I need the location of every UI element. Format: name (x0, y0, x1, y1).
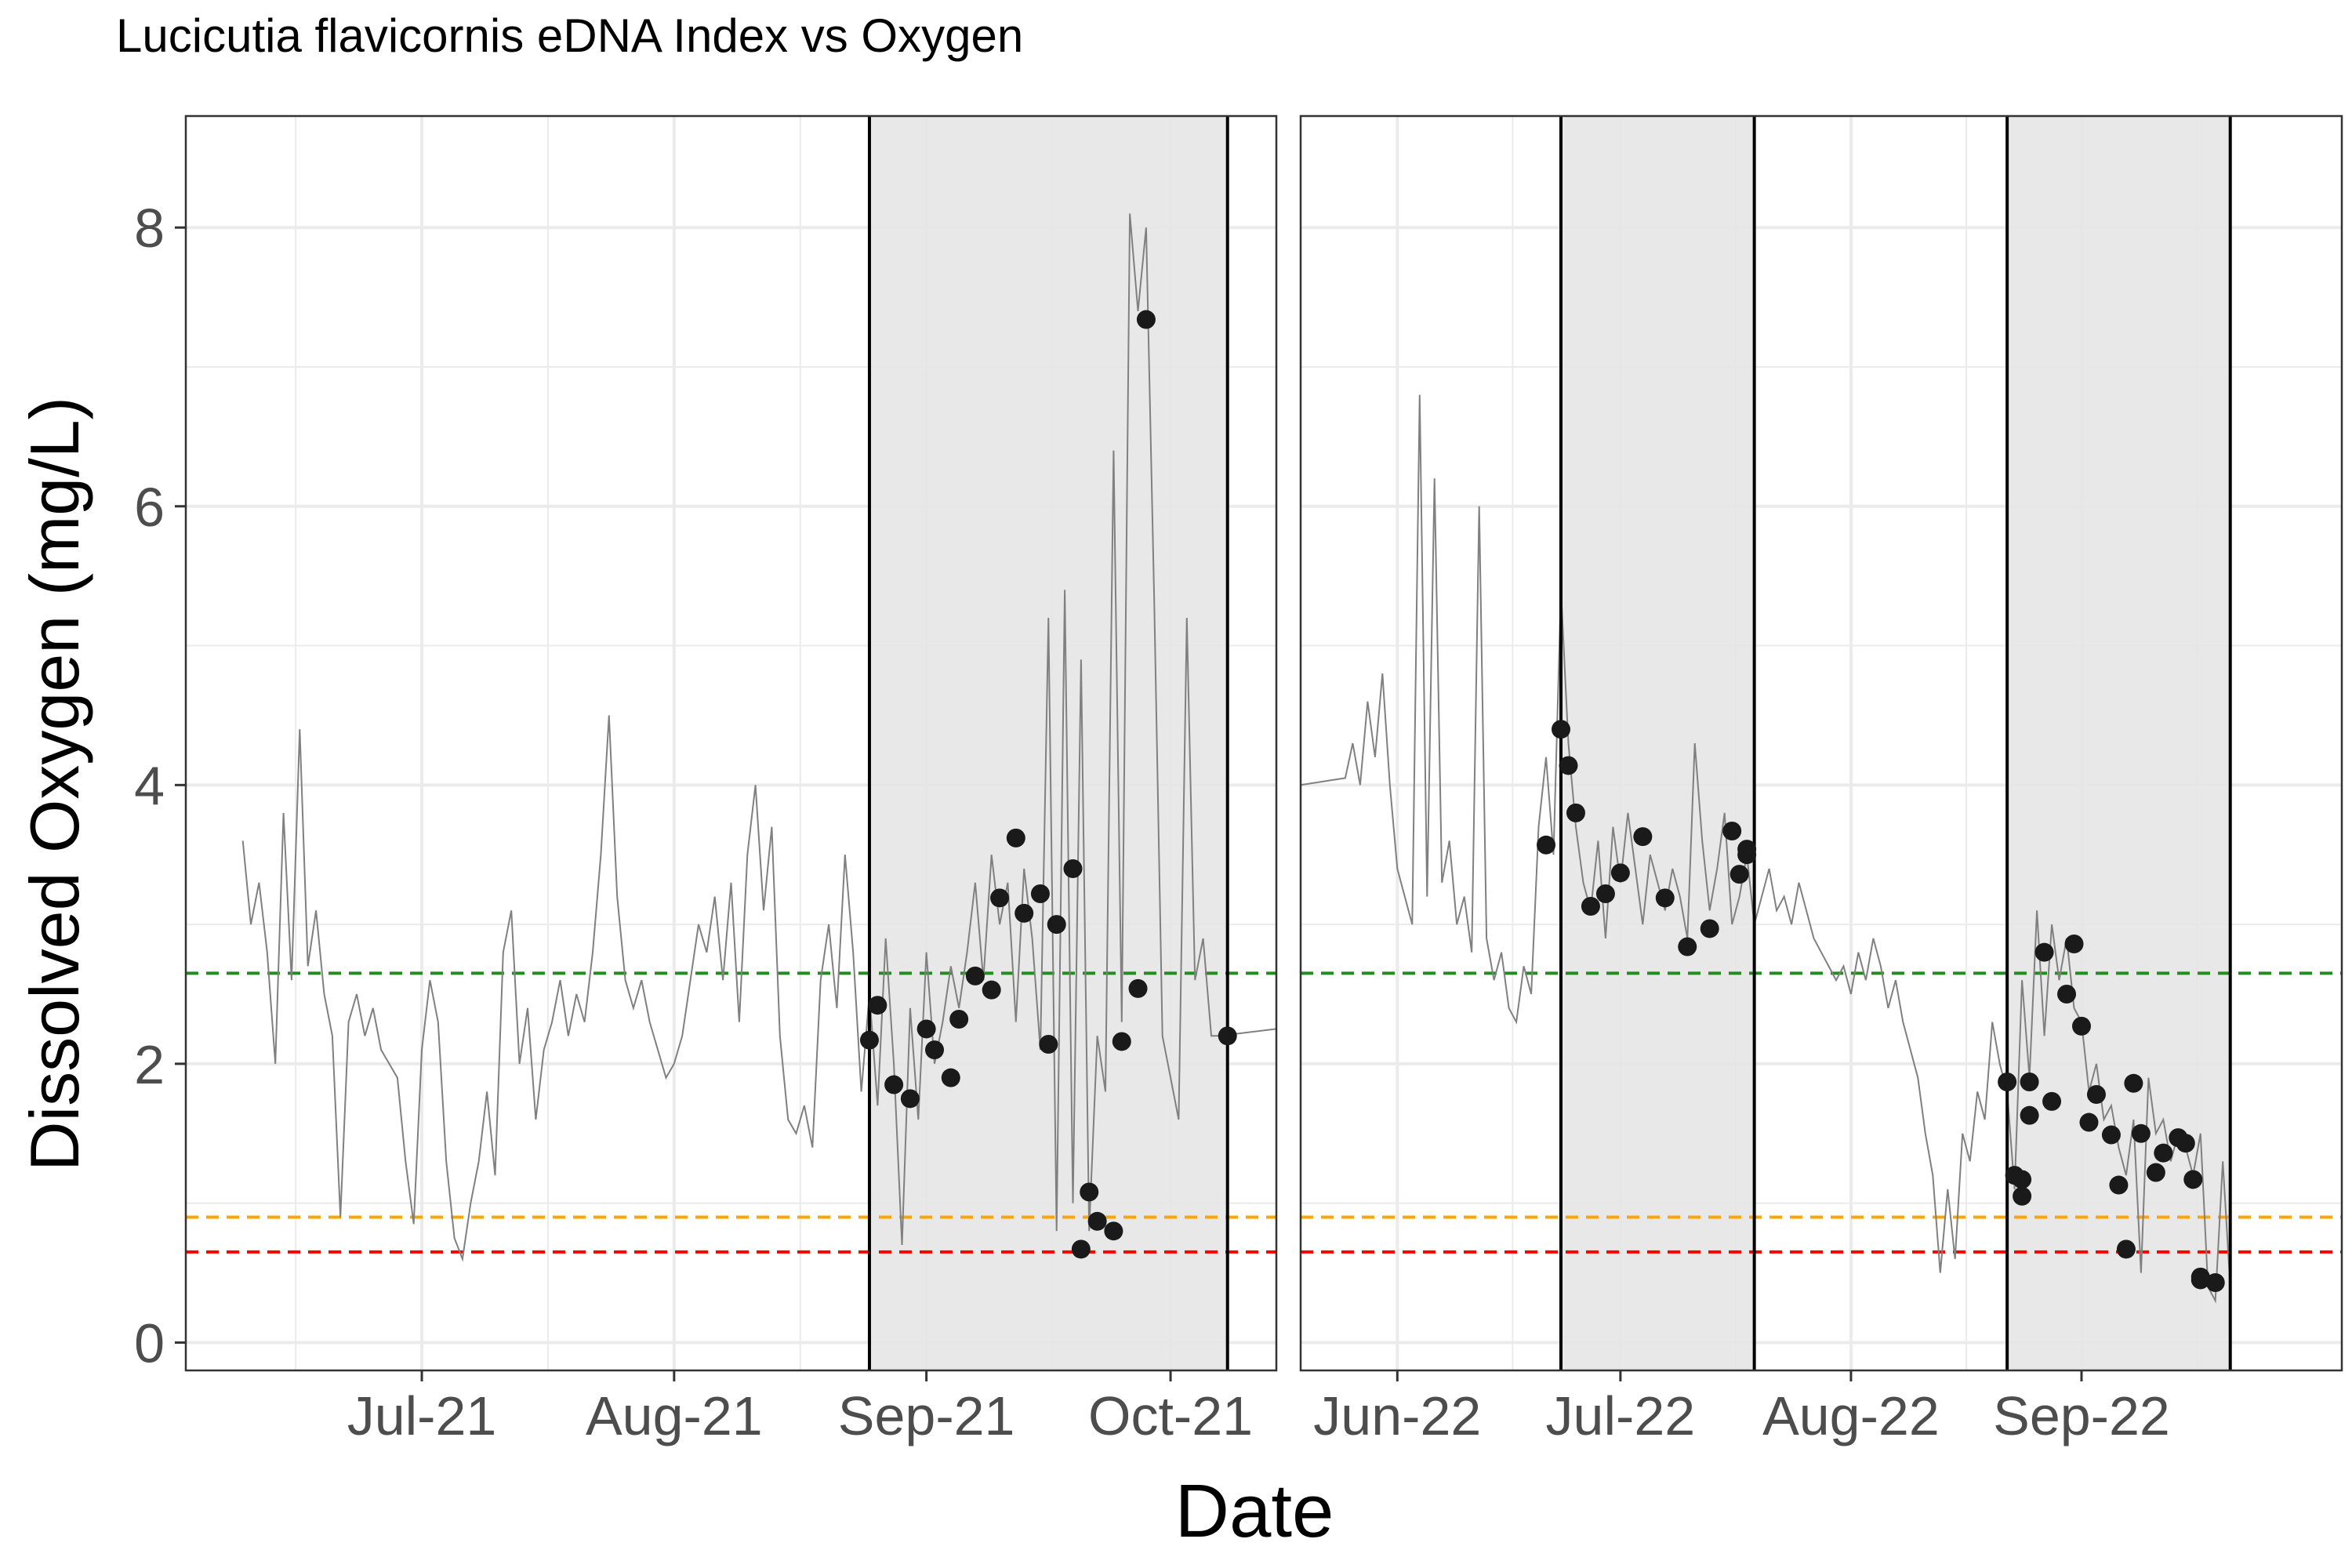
edna-point (1104, 1221, 1123, 1241)
edna-point (982, 980, 1001, 1000)
panel-2022: Jun-22 Jul-22 Aug-22 Sep-22 (1299, 114, 2343, 1446)
edna-point (965, 966, 985, 985)
edna-point (1030, 884, 1050, 903)
y-tick-label: 6 (134, 477, 165, 538)
edna-point (949, 1010, 969, 1029)
x-axis-label: Date (1175, 1469, 1334, 1553)
edna-point (1047, 915, 1066, 935)
edna-point (2013, 1170, 2032, 1189)
y-axis-label: Dissolved Oxygen (mg/L) (16, 397, 93, 1171)
edna-point (2146, 1163, 2165, 1182)
x-tick-label: Sep-22 (1993, 1385, 2170, 1446)
y-tick-label: 0 (134, 1312, 165, 1374)
edna-point (2183, 1170, 2203, 1189)
edna-point (884, 1075, 904, 1094)
oxygen-line (241, 213, 1276, 1262)
edna-point (1722, 822, 1742, 840)
edna-point (2190, 1270, 2210, 1290)
x-tick-label: Aug-21 (586, 1385, 763, 1446)
edna-point (1063, 859, 1083, 878)
y-tick-label: 2 (134, 1034, 165, 1095)
edna-point (900, 1089, 920, 1109)
panel-border (184, 114, 1278, 1372)
edna-point (1998, 1073, 2017, 1091)
edna-point (1136, 310, 1156, 329)
y-axis: 0 2 4 6 8 (134, 198, 186, 1374)
edna-point (1737, 845, 1757, 865)
edna-point (1633, 827, 1653, 847)
edna-point (1128, 978, 1148, 998)
edna-point (859, 1030, 879, 1050)
edna-point (2101, 1125, 2121, 1145)
edna-point (2086, 1085, 2106, 1104)
edna-point (1537, 835, 1556, 855)
edna-point (868, 996, 887, 1015)
shaded-period (1561, 116, 1755, 1370)
edna-point (1595, 884, 1615, 903)
edna-point (1112, 1032, 1131, 1051)
period-boundaries (867, 116, 1229, 1370)
edna-point (1071, 1240, 1091, 1259)
edna-point (2064, 935, 2084, 953)
edna-point (1730, 865, 1749, 884)
edna-point (2072, 1016, 2091, 1036)
edna-point (1678, 937, 1697, 956)
shaded-period (869, 116, 1228, 1370)
edna-points (1537, 720, 2225, 1292)
edna-point (2020, 1105, 2039, 1125)
edna-point (2154, 1143, 2173, 1163)
edna-point (2116, 1240, 2136, 1259)
edna-point (2109, 1175, 2129, 1195)
edna-point (990, 888, 1010, 908)
threshold-lines (1301, 971, 2342, 1254)
x-tick-label: Sep-21 (838, 1385, 1015, 1446)
edna-point (1006, 828, 1025, 848)
shaded-period (2007, 116, 2230, 1370)
edna-point (941, 1068, 960, 1087)
edna-point (1581, 897, 1600, 916)
edna-point (2205, 1273, 2225, 1292)
edna-point (1559, 756, 1578, 775)
edna-point (2079, 1112, 2099, 1132)
y-tick-label: 8 (134, 198, 165, 259)
edna-point (916, 1019, 936, 1039)
edna-point (1700, 919, 1719, 938)
y-tick-label: 4 (134, 755, 165, 816)
x-axis: Jun-22 Jul-22 Aug-22 Sep-22 (1313, 1370, 2170, 1446)
edna-point (2124, 1073, 2143, 1093)
edna-point (2013, 1186, 2032, 1206)
shaded-periods (869, 116, 1228, 1370)
edna-point (2034, 942, 2054, 962)
edna-point (2020, 1073, 2039, 1091)
x-tick-label: Aug-22 (1762, 1385, 1940, 1446)
edna-point (2176, 1134, 2195, 1153)
x-tick-label: Jun-22 (1313, 1385, 1481, 1446)
x-tick-label: Jul-21 (347, 1385, 497, 1446)
edna-point (1014, 903, 1034, 923)
edna-point (1655, 888, 1675, 908)
edna-point (1566, 803, 1585, 822)
chart-title: Lucicutia flavicornis eDNA Index vs Oxyg… (116, 9, 1023, 62)
x-tick-label: Oct-21 (1088, 1385, 1253, 1446)
edna-point (1610, 863, 1630, 883)
edna-point (1039, 1035, 1058, 1054)
edna-point (2131, 1123, 2151, 1143)
edna-point (1087, 1211, 1107, 1231)
edna-point (2042, 1091, 2062, 1111)
shaded-periods (1561, 116, 2230, 1370)
edna-point (925, 1040, 945, 1060)
panel-border (1299, 114, 2343, 1372)
edna-point (1080, 1182, 1099, 1202)
edna-point (1218, 1026, 1237, 1046)
edna-point (1552, 720, 1570, 739)
edna-point (2057, 985, 2077, 1004)
x-axis: Jul-21 Aug-21 Sep-21 Oct-21 (347, 1370, 1253, 1446)
period-boundaries (1559, 116, 2232, 1370)
panel-2021: Jul-21 Aug-21 Sep-21 Oct-21 (184, 114, 1278, 1446)
edna-points (859, 310, 1237, 1259)
x-tick-label: Jul-22 (1546, 1385, 1696, 1446)
